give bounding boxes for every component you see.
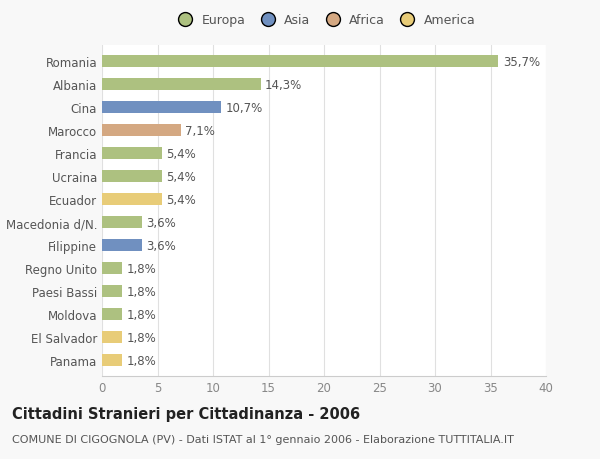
Bar — [102, 308, 122, 321]
Text: 1,8%: 1,8% — [127, 285, 156, 298]
Bar — [102, 285, 122, 298]
Bar — [102, 193, 162, 206]
Text: 1,8%: 1,8% — [127, 331, 156, 344]
Text: 5,4%: 5,4% — [166, 147, 196, 160]
Text: 7,1%: 7,1% — [185, 124, 215, 137]
Text: 14,3%: 14,3% — [265, 78, 302, 91]
Text: 1,8%: 1,8% — [127, 262, 156, 275]
Bar — [102, 331, 122, 344]
Text: 3,6%: 3,6% — [146, 216, 176, 229]
Bar — [102, 56, 498, 68]
Bar — [102, 262, 122, 275]
Bar — [102, 101, 221, 114]
Bar — [102, 124, 181, 137]
Bar — [102, 354, 122, 367]
Text: 3,6%: 3,6% — [146, 239, 176, 252]
Text: 1,8%: 1,8% — [127, 354, 156, 367]
Text: 1,8%: 1,8% — [127, 308, 156, 321]
Text: 10,7%: 10,7% — [225, 101, 262, 114]
Text: 35,7%: 35,7% — [503, 56, 540, 68]
Legend: Europa, Asia, Africa, America: Europa, Asia, Africa, America — [167, 9, 481, 32]
Bar — [102, 170, 162, 183]
Text: Cittadini Stranieri per Cittadinanza - 2006: Cittadini Stranieri per Cittadinanza - 2… — [12, 406, 360, 421]
Text: COMUNE DI CIGOGNOLA (PV) - Dati ISTAT al 1° gennaio 2006 - Elaborazione TUTTITAL: COMUNE DI CIGOGNOLA (PV) - Dati ISTAT al… — [12, 434, 514, 444]
Bar — [102, 147, 162, 160]
Bar — [102, 216, 142, 229]
Text: 5,4%: 5,4% — [166, 170, 196, 183]
Bar — [102, 239, 142, 252]
Text: 5,4%: 5,4% — [166, 193, 196, 206]
Bar — [102, 78, 261, 91]
